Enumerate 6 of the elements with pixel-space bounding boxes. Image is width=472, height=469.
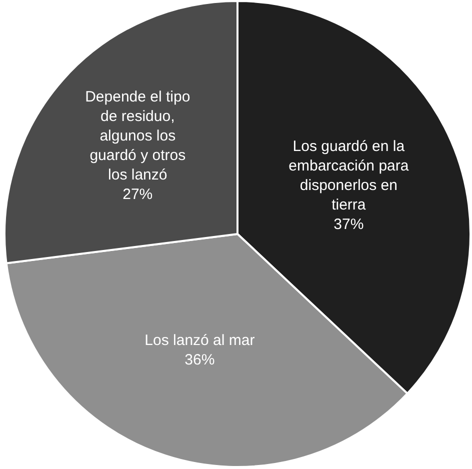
data-label: 27%	[122, 186, 153, 204]
data-label: 37%	[334, 216, 364, 234]
slice-label: Los guardó en la embarcación para disponerlos en tierra	[288, 138, 410, 214]
slice-label: Depende el tipo de residuo, algunos los guardó y otros los lanzó	[85, 88, 190, 184]
data-label: 36%	[184, 352, 215, 369]
slice-label: Los lanzó al mar	[144, 332, 255, 350]
